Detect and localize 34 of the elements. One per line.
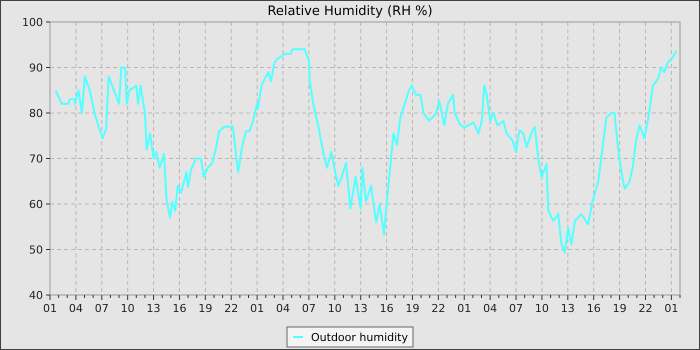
y-tick-label: 100 bbox=[22, 16, 43, 29]
x-tick-label: 10 bbox=[120, 302, 135, 315]
x-tick-label: 19 bbox=[198, 302, 212, 315]
x-tick-label: 19 bbox=[612, 302, 627, 315]
x-tick-label: 04 bbox=[483, 302, 498, 315]
y-tick-label: 60 bbox=[29, 198, 43, 211]
y-tick-label: 90 bbox=[29, 61, 43, 74]
x-tick-label: 01 bbox=[43, 302, 57, 315]
x-tick-label: 07 bbox=[509, 302, 524, 315]
x-tick-label: 16 bbox=[172, 302, 186, 315]
x-tick-label: 22 bbox=[431, 302, 446, 315]
legend-label: Outdoor humidity bbox=[311, 330, 408, 344]
x-tick-label: 04 bbox=[68, 302, 83, 315]
y-tick-label: 50 bbox=[29, 243, 43, 256]
x-tick-label: 10 bbox=[534, 302, 549, 315]
y-tick-label: 40 bbox=[29, 288, 43, 302]
x-tick-label: 01 bbox=[250, 302, 264, 315]
x-tick-label: 19 bbox=[405, 302, 420, 315]
x-tick-label: 01 bbox=[664, 302, 678, 315]
x-tick-label: 10 bbox=[328, 302, 342, 315]
y-tick-label: 70 bbox=[29, 152, 43, 166]
x-tick-label: 04 bbox=[276, 302, 290, 315]
x-tick-label: 13 bbox=[560, 302, 575, 315]
x-tick-label: 22 bbox=[638, 302, 652, 315]
chart-title: Relative Humidity (RH %) bbox=[267, 4, 433, 19]
x-tick-label: 22 bbox=[224, 302, 238, 315]
x-tick-label: 07 bbox=[94, 302, 109, 315]
x-tick-label: 13 bbox=[354, 302, 368, 315]
x-tick-label: 07 bbox=[302, 302, 316, 315]
x-tick-label: 16 bbox=[586, 302, 601, 315]
x-tick-label: 16 bbox=[380, 302, 394, 315]
x-tick-label: 01 bbox=[457, 302, 472, 315]
x-tick-label: 13 bbox=[146, 302, 161, 315]
y-tick-label: 80 bbox=[29, 106, 43, 120]
